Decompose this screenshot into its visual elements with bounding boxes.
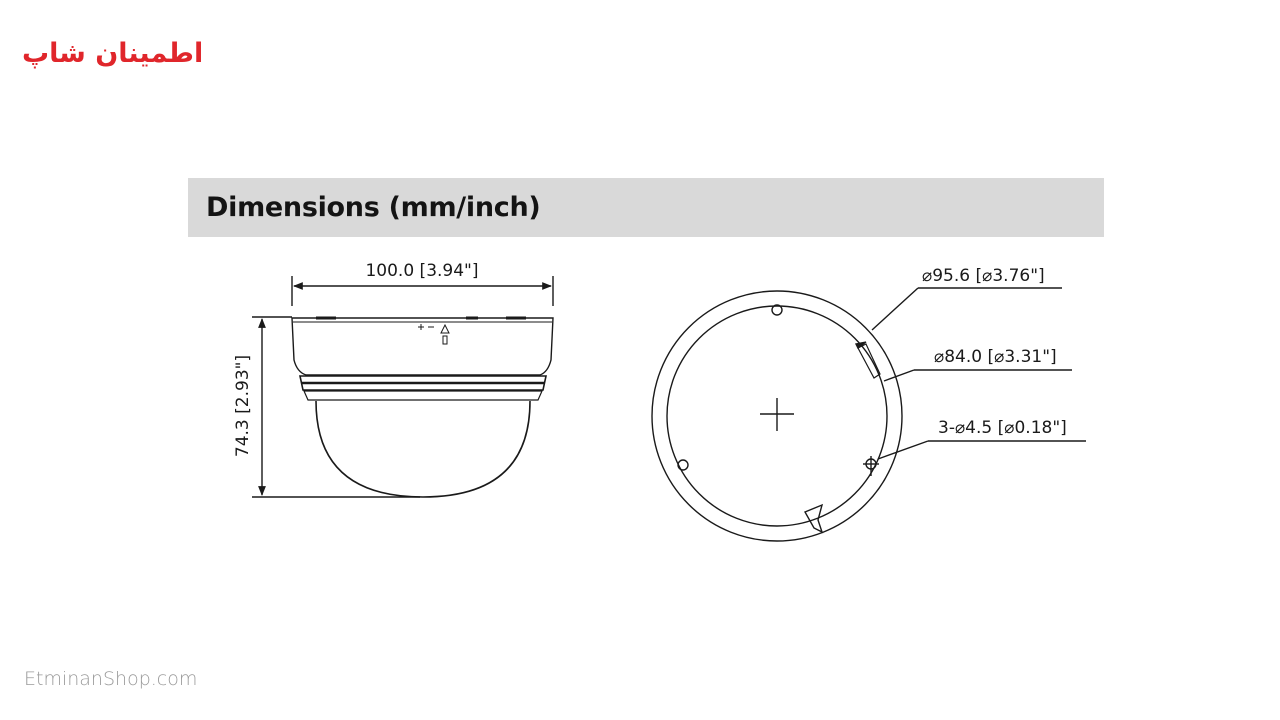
mounting-hole-top <box>771 304 783 316</box>
section-header: Dimensions (mm/inch) <box>188 178 1104 237</box>
inner-ring <box>666 305 888 527</box>
hole-leader <box>877 440 929 460</box>
hole-label: 3-⌀4.5 [⌀0.18"] <box>938 418 1067 438</box>
side-view <box>252 276 554 498</box>
footer-website: EtminanShop.com <box>24 668 198 690</box>
width-label: 100.0 [3.94"] <box>365 261 478 281</box>
outer-diameter-label: ⌀95.6 [⌀3.76"] <box>922 266 1045 286</box>
camera-collar <box>299 375 547 391</box>
ring-tab-bottom <box>804 503 824 534</box>
outer-diameter-leader <box>871 287 919 331</box>
section-title: Dimensions (mm/inch) <box>206 192 541 223</box>
height-label: 74.3 [2.93"] <box>233 355 253 457</box>
ring-arrow-marker <box>857 343 881 379</box>
inner-diameter-leader <box>883 369 915 382</box>
mounting-hole-left <box>677 459 689 471</box>
logo: اطمینان شاپ <box>22 38 204 69</box>
top-view <box>651 287 1086 542</box>
inner-diameter-label: ⌀84.0 [⌀3.31"] <box>934 347 1057 367</box>
outer-ring <box>651 290 903 542</box>
camera-dome <box>315 400 531 498</box>
camera-base <box>291 317 554 376</box>
